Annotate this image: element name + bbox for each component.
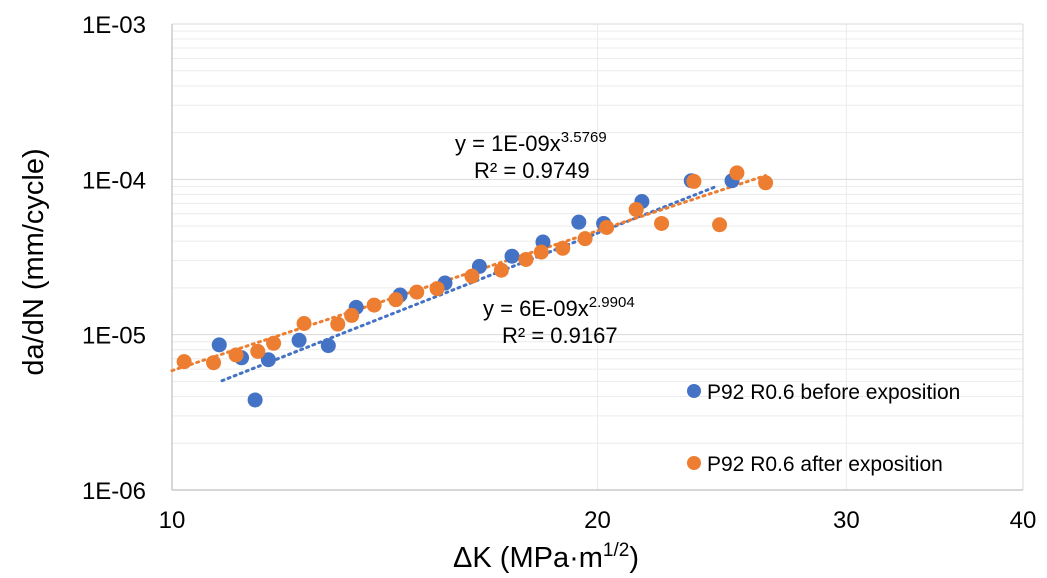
- minor-gridlines: [172, 24, 1023, 490]
- equation-before-exponent: 3.5769: [561, 129, 607, 146]
- data-point-after: [228, 347, 244, 363]
- data-point-after: [409, 284, 425, 300]
- data-point-after: [729, 165, 745, 181]
- data-point-after: [464, 268, 480, 284]
- r2-after-text: R² = 0.9167: [502, 323, 618, 348]
- data-point-after: [366, 297, 382, 313]
- major-gridlines: [172, 23, 1024, 490]
- r2-before-text: R² = 0.9749: [474, 158, 590, 183]
- data-point-after: [250, 343, 266, 359]
- data-point-before: [320, 338, 336, 354]
- plot-area: [171, 23, 1024, 491]
- data-point-before: [291, 332, 307, 348]
- legend: P92 R0.6 before exposition P92 R0.6 afte…: [687, 381, 960, 476]
- equation-after-text: y = 6E-09x2.9904: [483, 294, 635, 321]
- data-point-after: [686, 173, 702, 189]
- data-point-before: [260, 352, 276, 368]
- x-axis-title-superscript: 1/2: [603, 540, 629, 561]
- y-tick-label: 1E-04: [82, 167, 146, 194]
- x-tick-label: 20: [584, 507, 611, 534]
- data-point-before: [211, 337, 227, 353]
- data-point-after: [577, 231, 593, 247]
- equation-after-exposition: y = 6E-09x2.9904 R² = 0.9167: [483, 294, 635, 348]
- legend-label-after: P92 R0.6 after exposition: [707, 453, 943, 476]
- data-point-after: [344, 307, 360, 323]
- y-tick-labels: 1E-06 1E-05 1E-04 1E-03: [82, 12, 146, 505]
- y-tick-label: 1E-05: [82, 323, 146, 350]
- x-tick-labels: 10 20 30 40: [159, 507, 1037, 534]
- data-point-before: [247, 392, 263, 408]
- data-points: [176, 165, 774, 408]
- data-point-after: [599, 219, 615, 235]
- data-point-after: [493, 262, 509, 278]
- x-axis-title: ΔK (MPa·m1/2): [453, 540, 639, 574]
- y-axis-title: da/dN (mm/cycle): [18, 148, 50, 375]
- x-tick-label: 10: [159, 507, 186, 534]
- data-point-after: [266, 335, 282, 351]
- data-point-after: [330, 316, 346, 332]
- data-point-after: [628, 201, 644, 217]
- data-point-after: [712, 217, 728, 233]
- y-tick-label: 1E-06: [82, 478, 146, 505]
- data-point-after: [206, 355, 222, 371]
- data-point-after: [518, 251, 534, 267]
- data-point-after: [176, 354, 192, 370]
- data-point-after: [533, 244, 549, 260]
- data-point-after: [555, 240, 571, 256]
- legend-marker-before: [687, 384, 701, 398]
- data-point-after: [429, 281, 445, 297]
- legend-marker-after: [687, 456, 701, 470]
- legend-item-after: P92 R0.6 after exposition: [687, 453, 943, 476]
- x-tick-label: 40: [1010, 507, 1037, 534]
- legend-item-before: P92 R0.6 before exposition: [687, 381, 960, 404]
- data-point-before: [504, 248, 520, 264]
- y-tick-label: 1E-03: [82, 12, 146, 39]
- data-point-before: [571, 214, 587, 230]
- x-tick-label: 30: [833, 507, 860, 534]
- data-point-after: [654, 215, 670, 231]
- data-point-after: [296, 316, 312, 332]
- trendline-before: [220, 185, 717, 383]
- equation-before-exposition: y = 1E-09x3.5769 R² = 0.9749: [455, 129, 607, 183]
- equation-before-text: y = 1E-09x3.5769: [455, 129, 607, 156]
- legend-label-before: P92 R0.6 before exposition: [707, 381, 960, 404]
- data-point-after: [758, 175, 774, 191]
- data-point-after: [388, 292, 404, 308]
- equation-after-exponent: 2.9904: [589, 294, 635, 311]
